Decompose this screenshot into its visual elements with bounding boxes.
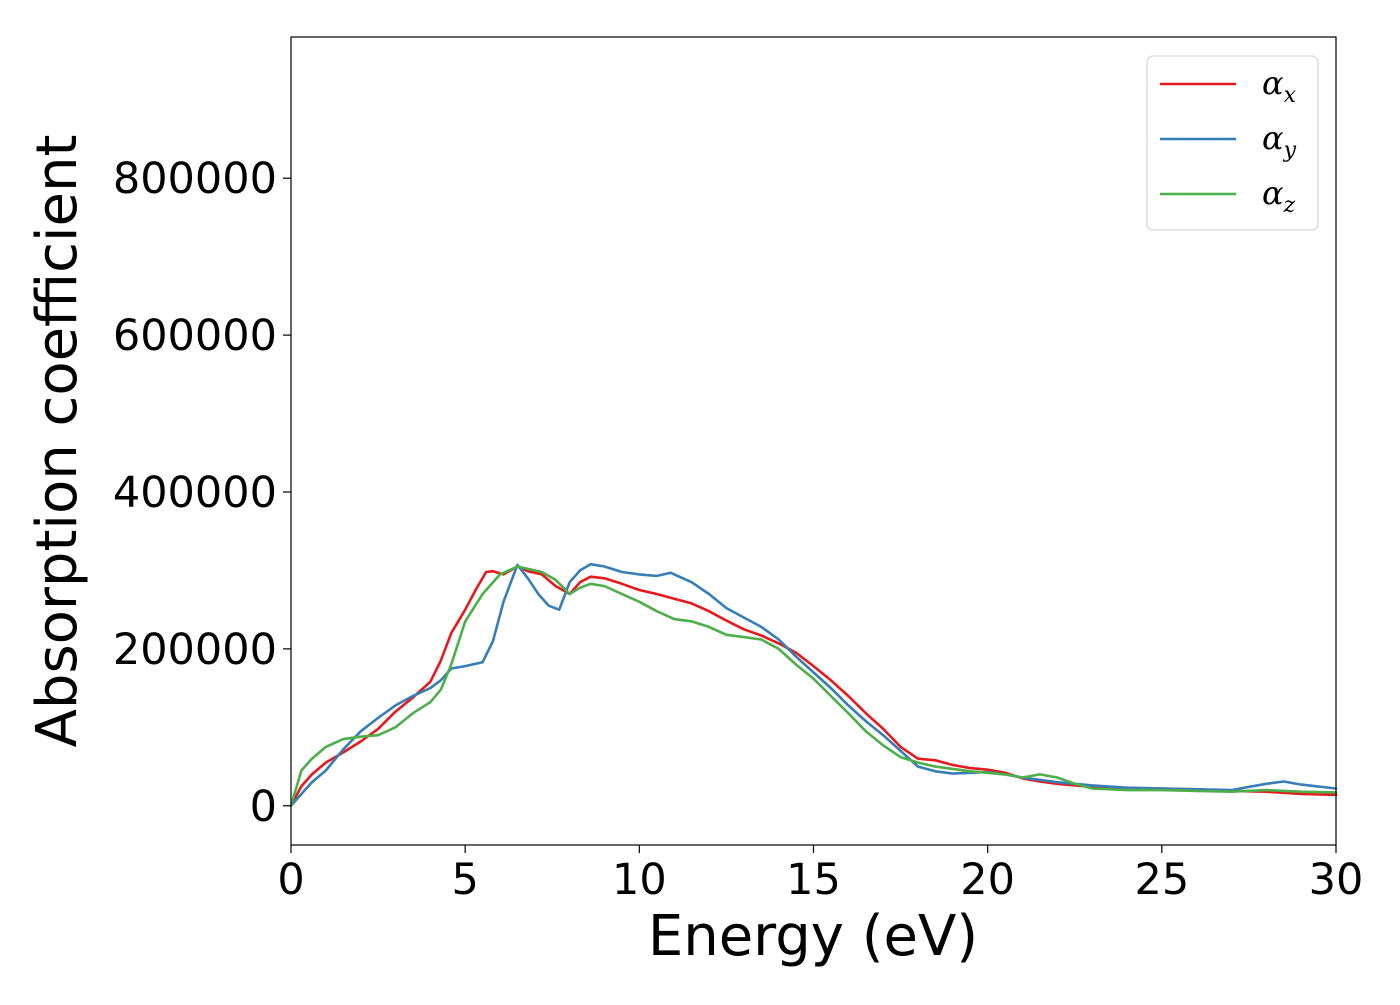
legend-label-z: αz — [1262, 174, 1296, 218]
x-axis-ticks: 0 5 10 15 20 25 30 — [277, 845, 1363, 905]
x-tick-label: 10 — [612, 855, 667, 905]
x-tick-label: 0 — [277, 855, 304, 905]
x-tick-label: 30 — [1309, 855, 1364, 905]
x-tick-label: 5 — [451, 855, 478, 905]
x-tick-label: 20 — [960, 855, 1015, 905]
series-layer — [289, 562, 1338, 808]
y-tick-label: 400000 — [113, 468, 277, 518]
series-line-z — [289, 565, 1338, 808]
y-tick-label: 800000 — [113, 154, 277, 204]
legend-label-x: αx — [1262, 64, 1297, 108]
x-tick-label: 25 — [1134, 855, 1189, 905]
y-tick-label: 600000 — [113, 311, 277, 361]
legend-label-y: αy — [1262, 119, 1297, 163]
y-tick-label: 200000 — [113, 625, 277, 675]
x-axis-title: Energy (eV) — [648, 904, 978, 969]
legend: αx αy αz — [1146, 55, 1319, 231]
series-line-y — [289, 562, 1338, 808]
y-axis-ticks: 0 200000 400000 600000 800000 — [113, 154, 291, 832]
legend-box — [1146, 55, 1319, 231]
y-axis-title: Absorption coefficient — [25, 135, 90, 748]
x-tick-label: 15 — [786, 855, 841, 905]
y-tick-label: 0 — [250, 782, 277, 832]
